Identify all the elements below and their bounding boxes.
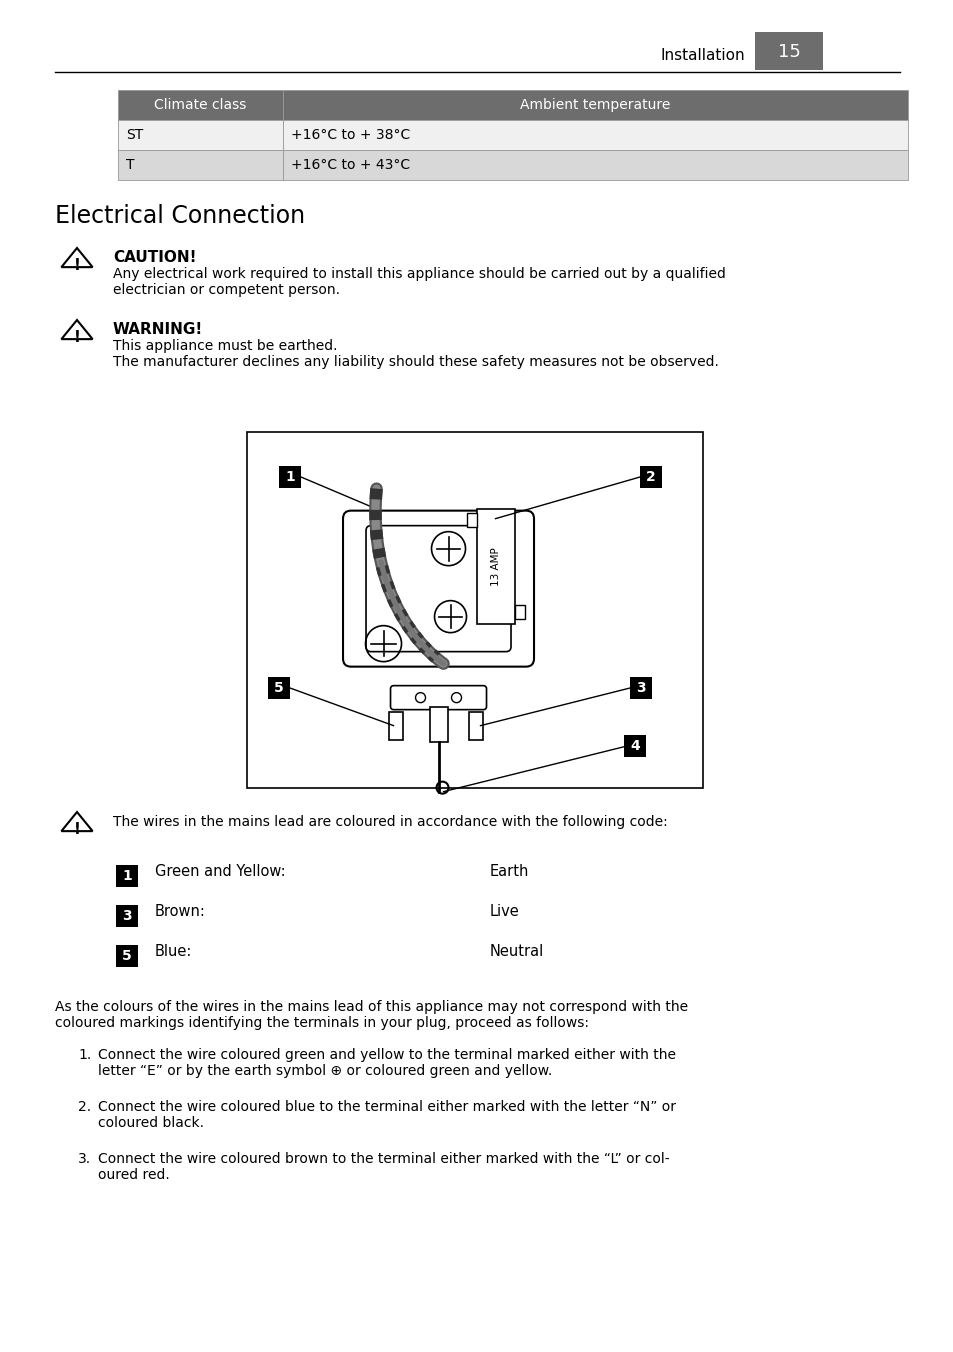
Text: CAUTION!: CAUTION! [112,250,196,265]
FancyBboxPatch shape [116,904,138,927]
Text: Any electrical work required to install this appliance should be carried out by : Any electrical work required to install … [112,266,725,297]
Text: 5: 5 [274,681,284,695]
Text: Climate class: Climate class [154,97,247,112]
Text: As the colours of the wires in the mains lead of this appliance may not correspo: As the colours of the wires in the mains… [55,1000,687,1030]
FancyBboxPatch shape [283,91,907,120]
FancyBboxPatch shape [754,32,822,70]
Text: 2: 2 [645,470,655,484]
FancyBboxPatch shape [118,91,283,120]
Text: 1: 1 [285,470,294,484]
Text: 1.: 1. [78,1048,91,1063]
Text: !: ! [73,258,80,273]
Text: 1: 1 [122,869,132,883]
FancyBboxPatch shape [639,466,661,488]
Text: Ambient temperature: Ambient temperature [519,97,670,112]
Polygon shape [61,247,92,268]
Text: 13 AMP: 13 AMP [490,546,500,585]
Text: +16°C to + 43°C: +16°C to + 43°C [291,158,410,172]
FancyBboxPatch shape [118,120,283,150]
FancyBboxPatch shape [476,508,514,623]
Text: 3: 3 [122,909,132,923]
Polygon shape [61,813,92,831]
Text: Brown:: Brown: [154,903,206,918]
FancyBboxPatch shape [514,604,524,619]
FancyBboxPatch shape [283,150,907,180]
Text: !: ! [73,822,80,837]
FancyBboxPatch shape [116,865,138,887]
FancyBboxPatch shape [466,512,476,527]
FancyBboxPatch shape [468,711,482,740]
Text: !: ! [73,330,80,345]
FancyBboxPatch shape [118,150,283,180]
FancyBboxPatch shape [388,711,402,740]
Text: ST: ST [126,128,143,142]
Text: 5: 5 [122,949,132,963]
Text: Connect the wire coloured brown to the terminal either marked with the “L” or co: Connect the wire coloured brown to the t… [98,1152,669,1182]
Text: 15: 15 [777,43,800,61]
Text: +16°C to + 38°C: +16°C to + 38°C [291,128,410,142]
Text: WARNING!: WARNING! [112,322,203,337]
Text: Neutral: Neutral [490,944,543,959]
FancyBboxPatch shape [390,685,486,710]
Text: Earth: Earth [490,864,529,879]
Text: 4: 4 [630,740,639,753]
Text: Green and Yellow:: Green and Yellow: [154,864,285,879]
FancyBboxPatch shape [247,433,702,788]
FancyBboxPatch shape [343,511,534,667]
FancyBboxPatch shape [629,677,651,699]
Text: T: T [126,158,134,172]
Text: Live: Live [490,903,519,918]
FancyBboxPatch shape [623,735,645,757]
FancyBboxPatch shape [268,677,290,699]
Text: 3: 3 [636,681,645,695]
FancyBboxPatch shape [366,526,511,652]
Text: 3.: 3. [78,1152,91,1165]
FancyBboxPatch shape [116,945,138,967]
FancyBboxPatch shape [278,466,301,488]
Text: Connect the wire coloured blue to the terminal either marked with the letter “N”: Connect the wire coloured blue to the te… [98,1101,676,1130]
Text: This appliance must be earthed.
The manufacturer declines any liability should t: This appliance must be earthed. The manu… [112,339,719,369]
Polygon shape [61,320,92,339]
Text: Installation: Installation [659,49,744,64]
Text: The wires in the mains lead are coloured in accordance with the following code:: The wires in the mains lead are coloured… [112,815,667,829]
Text: Connect the wire coloured green and yellow to the terminal marked either with th: Connect the wire coloured green and yell… [98,1048,676,1078]
Text: 2.: 2. [78,1101,91,1114]
FancyBboxPatch shape [429,707,447,742]
Text: Electrical Connection: Electrical Connection [55,204,305,228]
FancyBboxPatch shape [283,120,907,150]
Text: Blue:: Blue: [154,944,193,959]
